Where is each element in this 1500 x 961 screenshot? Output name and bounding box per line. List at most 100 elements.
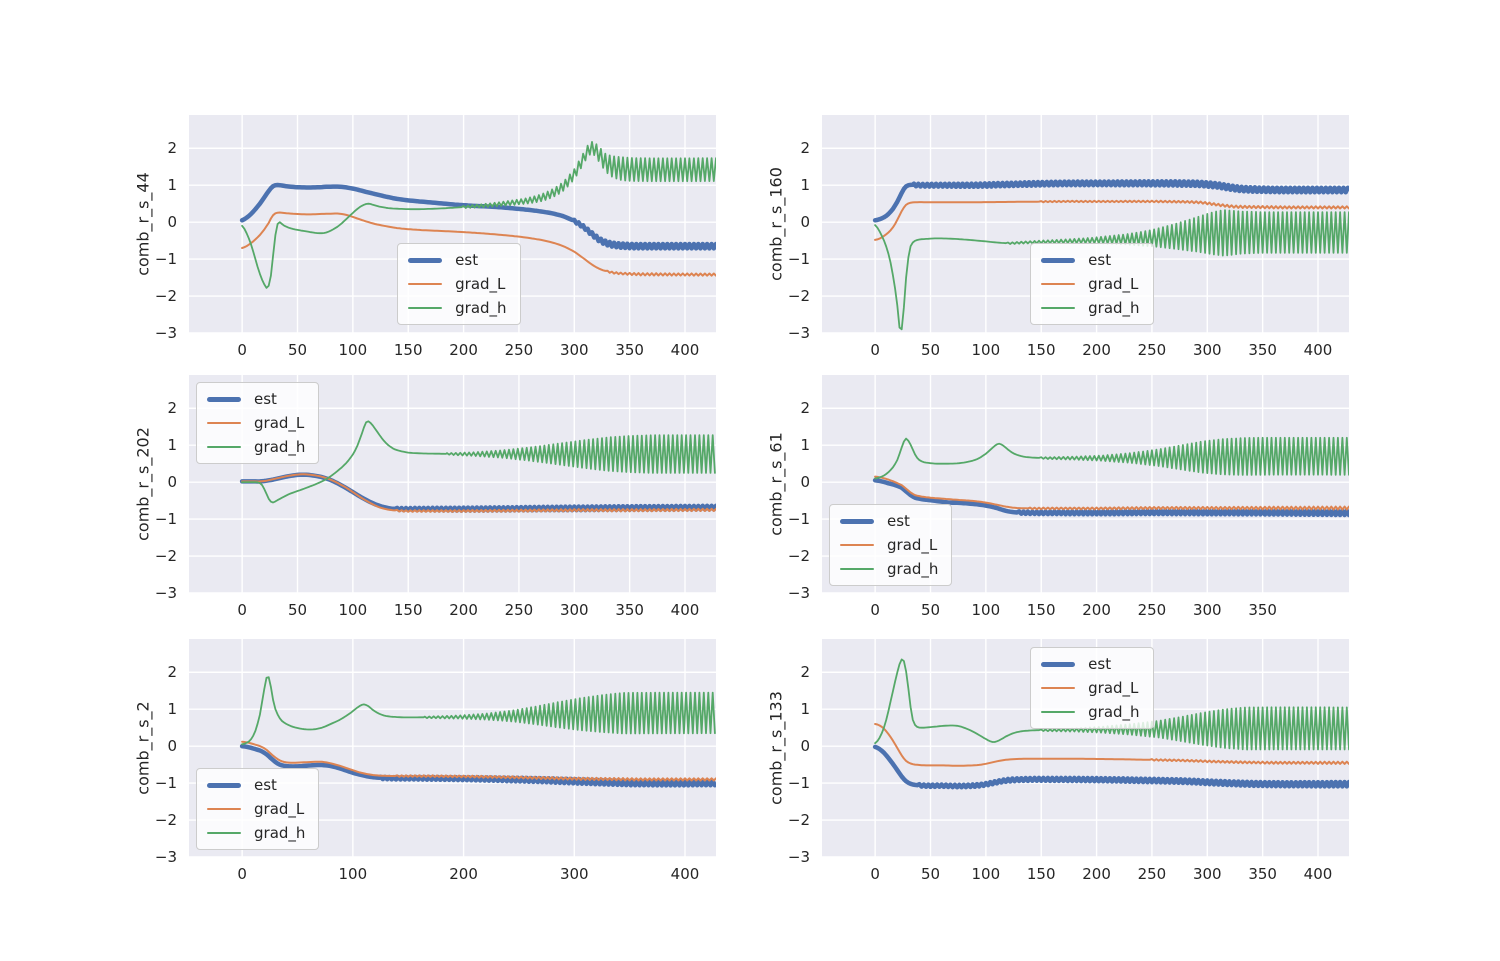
x-tick-label: 400	[670, 341, 700, 359]
x-tick-label: 150	[393, 341, 423, 359]
x-tick-label: 200	[449, 865, 478, 883]
y-tick-label: 2	[800, 139, 810, 158]
y-tick-label: −1	[154, 250, 177, 269]
legend-line-sample-est	[1041, 661, 1076, 667]
plot-area: est grad_L grad_h	[822, 115, 1349, 333]
legend-label-grad_L: grad_L	[1088, 679, 1139, 697]
gridlines	[189, 639, 716, 857]
x-tick-label: 350	[1248, 601, 1277, 619]
plot-area: est grad_L grad_h	[189, 639, 716, 857]
y-tick-label: −1	[787, 510, 810, 529]
x-tick-label: 0	[237, 341, 247, 359]
x-tick-label: 350	[615, 341, 644, 359]
x-tick-label: 200	[449, 341, 478, 359]
legend-label-grad_h: grad_h	[455, 299, 507, 317]
legend-label-grad_L: grad_L	[455, 275, 506, 293]
y-tick-label: −2	[154, 287, 177, 306]
x-tick-label: 200	[449, 601, 478, 619]
legend-label-est: est	[254, 776, 277, 794]
legend-label-est: est	[1088, 251, 1112, 269]
y-tick-label: 2	[167, 139, 177, 158]
x-tick-label: 300	[1192, 865, 1222, 883]
legend-label-grad_L: grad_L	[1088, 275, 1139, 293]
x-tick-label: 400	[670, 601, 700, 619]
x-tick-label: 0	[237, 601, 247, 619]
x-tick-label: 250	[504, 341, 534, 359]
series-grad_h-line	[241, 420, 716, 504]
legend-line-sample-grad_L	[1041, 282, 1076, 286]
legend: est grad_L grad_h	[1030, 243, 1154, 325]
y-tick-label: 2	[167, 399, 177, 418]
legend-label-est: est	[455, 251, 479, 269]
x-tick-label: 100	[971, 865, 1001, 883]
y-tick-label: 1	[167, 176, 177, 195]
legend-line-sample-grad_L	[207, 421, 241, 425]
y-tick-label: 2	[800, 663, 810, 682]
x-tick-label: 350	[615, 601, 644, 619]
y-tick-label: 2	[800, 399, 810, 418]
legend-entry-grad_L: grad_L	[840, 537, 938, 553]
x-tick-label: 150	[1026, 601, 1056, 619]
series-grad_h-line	[241, 141, 716, 289]
series-grad_L-line	[241, 473, 716, 513]
plot-area: est grad_L grad_h	[822, 375, 1349, 593]
x-tick-label: 0	[870, 865, 880, 883]
legend-label-est: est	[1088, 655, 1112, 673]
x-tick-label: 250	[504, 601, 534, 619]
legend-entry-est: est	[408, 252, 506, 268]
y-tick-label: 0	[167, 213, 177, 232]
y-tick-label: −2	[787, 287, 810, 306]
x-tick-label: 0	[237, 865, 247, 883]
y-tick-label: −3	[154, 324, 177, 342]
x-tick-label: 200	[1082, 865, 1111, 883]
y-tick-label: −2	[154, 547, 177, 566]
series-est-line	[872, 179, 1349, 223]
legend-label-grad_h: grad_h	[1088, 703, 1140, 721]
y-tick-label: −3	[787, 324, 810, 342]
y-tick-label: 0	[800, 737, 810, 756]
y-tick-label: −3	[787, 848, 810, 866]
legend-line-sample-grad_h	[207, 831, 241, 835]
x-tick-label: 350	[1248, 341, 1277, 359]
legend: est grad_L grad_h	[1030, 647, 1154, 729]
plot-area: est grad_L grad_h	[189, 115, 716, 333]
subplot-canvas	[822, 115, 1349, 333]
legend-entry-grad_L: grad_L	[207, 801, 305, 817]
legend-line-sample-est	[207, 782, 241, 788]
x-tick-label: 50	[920, 341, 941, 359]
legend-line-sample-grad_h	[408, 306, 443, 310]
x-tick-label: 250	[1137, 341, 1167, 359]
series-grad_h-line	[874, 436, 1349, 480]
x-tick-label: 300	[1192, 341, 1222, 359]
legend-entry-grad_h: grad_h	[207, 825, 305, 841]
x-tick-label: 250	[1137, 601, 1167, 619]
legend-entry-est: est	[207, 391, 305, 407]
x-tick-label: 150	[1026, 341, 1056, 359]
y-tick-label: 1	[800, 176, 810, 195]
y-tick-label: −1	[787, 250, 810, 269]
y-tick-label: −1	[154, 510, 177, 529]
legend-entry-grad_h: grad_h	[1041, 300, 1140, 316]
y-tick-label: 1	[800, 436, 810, 455]
legend: est grad_L grad_h	[397, 243, 521, 325]
y-tick-label: 1	[800, 700, 810, 719]
x-tick-label: 400	[1303, 865, 1333, 883]
y-tick-label: −3	[154, 848, 177, 866]
y-tick-label: −2	[154, 811, 177, 830]
series-est-line	[239, 182, 716, 251]
y-tick-label: 0	[800, 473, 810, 492]
y-tick-label: 0	[167, 473, 177, 492]
legend-line-sample-grad_L	[408, 282, 443, 286]
legend-line-sample-grad_h	[1041, 306, 1076, 310]
legend-entry-grad_L: grad_L	[207, 415, 305, 431]
legend-label-grad_h: grad_h	[887, 560, 939, 578]
x-tick-label: 0	[870, 601, 880, 619]
y-tick-label: 1	[167, 436, 177, 455]
series-grad_L-line	[874, 723, 1349, 767]
x-tick-label: 100	[971, 341, 1001, 359]
x-tick-label: 100	[338, 865, 368, 883]
x-tick-label: 300	[559, 341, 589, 359]
legend-label-est: est	[254, 390, 277, 408]
series-grad_L-line	[241, 211, 716, 277]
